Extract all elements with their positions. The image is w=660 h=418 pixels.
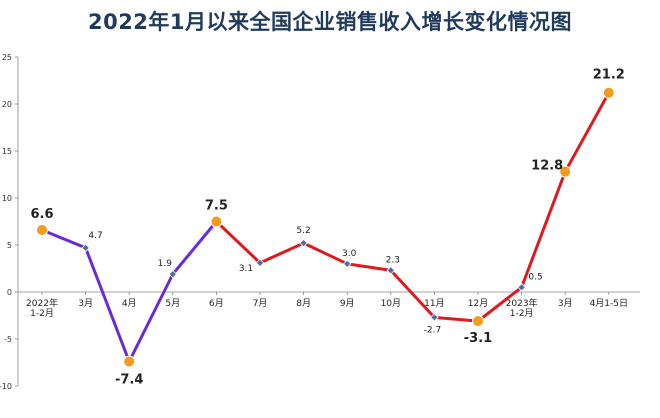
series-line-segment — [40, 228, 88, 250]
highlight-point — [36, 223, 48, 236]
x-tick-label: 2022年 — [26, 297, 58, 309]
series-line-segment — [258, 241, 306, 265]
data-point — [255, 258, 265, 268]
x-tick-label: 12月 — [468, 298, 488, 309]
data-label: 5.2 — [296, 226, 310, 236]
data-point — [430, 313, 439, 322]
series-line-segment — [389, 268, 436, 319]
x-tick-label: 9月 — [340, 298, 355, 309]
data-label: 3.0 — [342, 249, 357, 259]
y-tick-label: 25 — [2, 53, 12, 62]
x-tick-label: 10月 — [381, 298, 401, 309]
data-point — [386, 266, 396, 275]
series-line-segment — [214, 220, 262, 265]
y-tick-label: -5 — [4, 335, 12, 344]
series-line-segment — [171, 220, 218, 276]
x-tick-label: 3月 — [558, 298, 573, 309]
data-point — [168, 269, 178, 279]
highlight-point — [472, 315, 484, 328]
y-tick-label: 20 — [2, 100, 12, 109]
data-label: 12.8 — [531, 159, 563, 174]
highlight-point — [123, 355, 136, 368]
y-tick-label: -10 — [0, 382, 12, 391]
x-tick-label: 2023年 — [506, 297, 538, 309]
y-tick-label: 0 — [7, 288, 12, 297]
series-line-segment — [302, 241, 349, 266]
x-tick-label: 4月 — [122, 298, 137, 309]
x-tick-label: 1-2月 — [510, 308, 534, 319]
lines-layer — [40, 91, 611, 364]
data-label: 7.5 — [205, 199, 228, 214]
data-point — [342, 259, 352, 269]
series-line-segment — [345, 262, 393, 272]
data-point — [517, 283, 526, 292]
data-point — [81, 243, 90, 253]
highlight-point — [210, 215, 223, 228]
series-line-segment — [520, 170, 567, 289]
data-label: -7.4 — [115, 373, 143, 388]
x-tick-label: 6月 — [209, 298, 224, 309]
data-label: 21.2 — [593, 68, 625, 83]
series-line-segment — [127, 272, 175, 364]
data-label: 3.1 — [239, 264, 253, 274]
x-tick-label: 1-2月 — [30, 308, 54, 319]
series-line-segment — [563, 91, 611, 174]
y-tick-label: 15 — [2, 147, 12, 156]
data-label: 4.7 — [88, 231, 102, 241]
data-label: -2.7 — [424, 325, 442, 335]
y-tick-label: 5 — [7, 241, 12, 250]
x-tick-label: 4月1-5日 — [590, 298, 628, 309]
x-tick-label: 7月 — [253, 298, 268, 309]
x-tick-label: 8月 — [296, 298, 311, 309]
y-tick-label: 10 — [2, 194, 12, 203]
series-line-segment — [476, 285, 524, 323]
markers-layer — [36, 86, 615, 368]
labels-layer: 6.6 4.7 -7.4 1.9 7.5 3.1 5.2 3.0 2.3 -2.7 -3.1 0.5 1… — [30, 68, 624, 388]
data-label: -3.1 — [464, 331, 492, 346]
data-label: 2.3 — [386, 255, 400, 265]
data-label: 0.5 — [528, 272, 542, 282]
data-point — [299, 238, 308, 248]
series-line-segment — [432, 315, 480, 323]
chart-title: 2022年1月以来全国企业销售收入增长变化情况图 — [87, 10, 573, 34]
highlight-point — [602, 86, 615, 99]
x-tick-label: 5月 — [165, 298, 180, 309]
series-line-segment — [84, 246, 131, 364]
highlight-point — [559, 165, 572, 178]
data-label: 1.9 — [158, 259, 173, 269]
x-tick-label: 11月 — [424, 298, 444, 309]
x-tick-label: 3月 — [78, 298, 93, 309]
data-label: 6.6 — [30, 207, 53, 222]
